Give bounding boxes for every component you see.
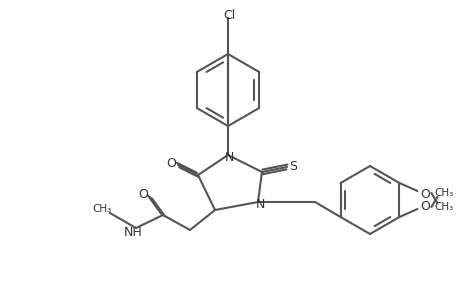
Text: N: N [255, 197, 264, 211]
Text: CH₃: CH₃ [92, 204, 112, 214]
Text: O: O [138, 188, 148, 200]
Text: O: O [420, 200, 430, 212]
Text: N: N [224, 151, 233, 164]
Text: CH₃: CH₃ [434, 188, 453, 198]
Text: CH₃: CH₃ [434, 202, 453, 212]
Text: S: S [288, 160, 297, 172]
Text: NH: NH [123, 226, 142, 238]
Text: O: O [420, 188, 430, 200]
Text: Cl: Cl [223, 8, 235, 22]
Text: O: O [166, 157, 175, 169]
